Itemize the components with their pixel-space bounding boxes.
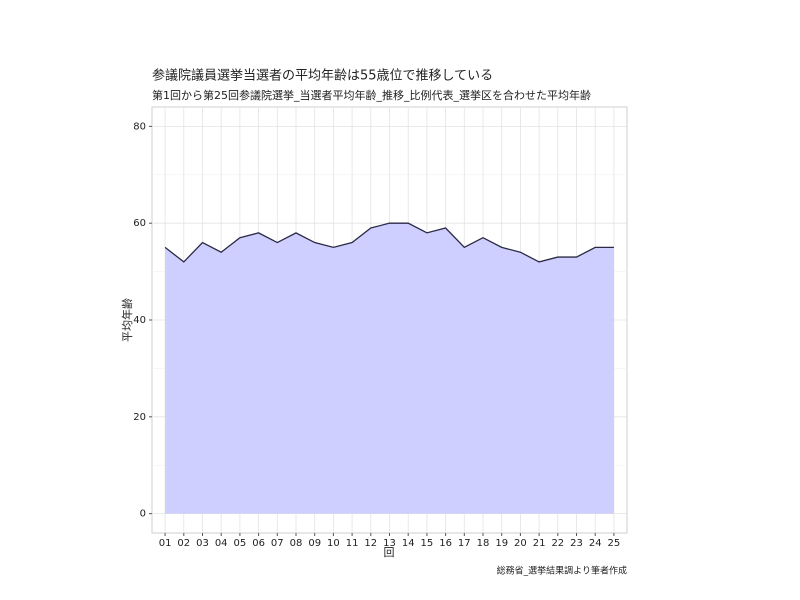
chart-title: 参議院議員選挙当選者の平均年齢は55歳位で推移している bbox=[152, 68, 493, 84]
x-tick-label: 15 bbox=[421, 538, 434, 549]
y-axis-label: 平均年齢 bbox=[120, 298, 134, 342]
y-tick-label: 40 bbox=[133, 315, 146, 326]
x-tick-label: 14 bbox=[402, 538, 415, 549]
x-tick-label: 02 bbox=[177, 538, 190, 549]
y-tick-label: 60 bbox=[133, 218, 146, 229]
x-tick-label: 09 bbox=[308, 538, 321, 549]
x-tick-label: 06 bbox=[252, 538, 265, 549]
x-tick-label: 03 bbox=[196, 538, 209, 549]
area bbox=[165, 223, 614, 514]
line bbox=[164, 222, 614, 263]
y-tick-label: 80 bbox=[133, 121, 146, 132]
x-tick-label: 19 bbox=[495, 538, 508, 549]
y-tick-label: 20 bbox=[133, 412, 146, 423]
x-tick-label: 25 bbox=[608, 538, 621, 549]
x-tick-label: 16 bbox=[439, 538, 452, 549]
x-tick-label: 22 bbox=[551, 538, 564, 549]
x-tick-label: 04 bbox=[215, 538, 228, 549]
x-tick-label: 13 bbox=[383, 538, 396, 549]
x-tick-label: 21 bbox=[533, 538, 546, 549]
x-tick-label: 18 bbox=[477, 538, 490, 549]
x-tick-label: 08 bbox=[290, 538, 303, 549]
x-tick-label: 11 bbox=[346, 538, 359, 549]
x-axis-label: 回 bbox=[384, 546, 395, 559]
x-tick-label: 01 bbox=[159, 538, 172, 549]
x-tick-label: 12 bbox=[364, 538, 377, 549]
x-tick-label: 10 bbox=[327, 538, 340, 549]
caption: 総務省_選挙結果調より筆者作成 bbox=[497, 565, 627, 577]
x-tick-label: 07 bbox=[271, 538, 284, 549]
x-tick-label: 23 bbox=[570, 538, 583, 549]
chart-subtitle: 第1回から第25回参議院選挙_当選者平均年齢_推移_比例代表_選挙区を合わせた平… bbox=[152, 88, 591, 102]
x-tick-label: 05 bbox=[234, 538, 247, 549]
x-tick-label: 20 bbox=[514, 538, 527, 549]
x-tick-label: 24 bbox=[589, 538, 602, 549]
y-tick-label: 0 bbox=[140, 509, 146, 520]
x-tick-label: 17 bbox=[458, 538, 471, 549]
